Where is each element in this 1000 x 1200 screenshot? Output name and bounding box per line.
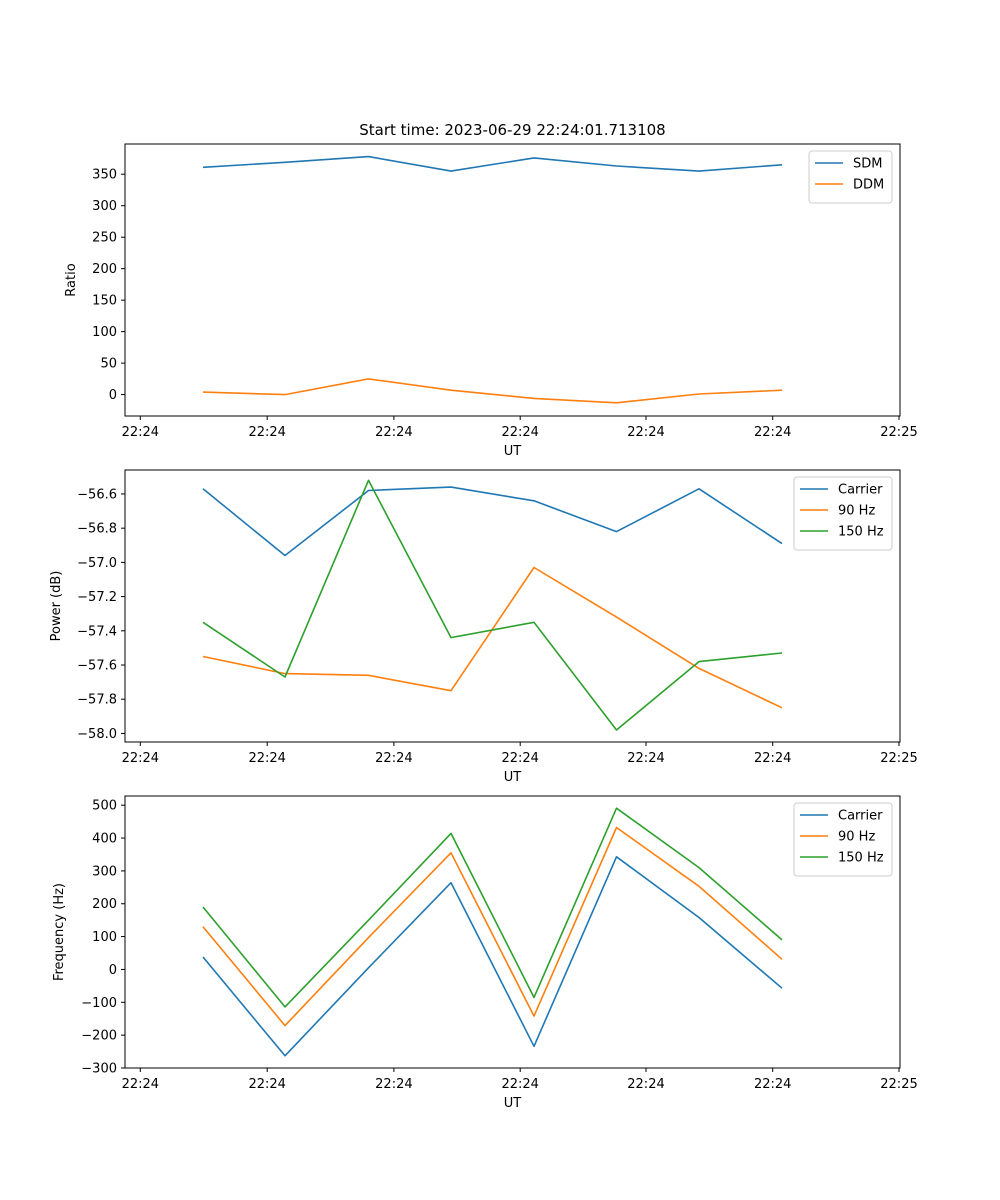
y-tick-label: −57.8 [77, 693, 117, 708]
y-axis-label: Frequency (Hz) [52, 883, 67, 981]
x-tick-label: 22:24 [501, 751, 538, 766]
y-tick-label: −300 [81, 1062, 117, 1077]
chart-title: Start time: 2023-06-29 22:24:01.713108 [359, 121, 665, 139]
y-tick-label: 100 [92, 325, 117, 340]
y-tick-label: −58.0 [77, 727, 117, 742]
legend: Carrier 90 Hz 150 Hz [793, 802, 893, 877]
series-line-150-hz [202, 479, 783, 731]
y-tick-label: −57.0 [77, 556, 117, 571]
x-tick-label: 22:24 [627, 1077, 664, 1092]
x-tick-label: 22:24 [248, 751, 285, 766]
legend-entry: 150 Hz [838, 525, 884, 540]
legend-entry: SDM [853, 157, 882, 172]
y-tick-label: −57.4 [77, 624, 117, 639]
x-tick-label: 22:25 [880, 425, 917, 440]
plot-frame [124, 795, 901, 1069]
y-tick-label: 0 [109, 963, 117, 978]
y-tick-label: −100 [81, 996, 117, 1011]
y-tick-label: 200 [92, 897, 117, 912]
legend-entry: 90 Hz [838, 504, 875, 519]
x-tick-label: 22:24 [248, 425, 285, 440]
y-axis-label: Power (dB) [49, 571, 64, 642]
y-tick-label: 250 [92, 231, 117, 246]
x-tick-label: 22:24 [122, 425, 159, 440]
x-axis-label: UT [504, 444, 522, 459]
series-line-ddm [202, 378, 783, 404]
y-tick-label: −57.2 [77, 590, 117, 605]
legend: SDM DDM [808, 150, 893, 204]
x-tick-label: 22:24 [122, 751, 159, 766]
series-line-150-hz [202, 807, 783, 1008]
x-tick-label: 22:24 [627, 425, 664, 440]
x-axis-label: UT [504, 1096, 522, 1111]
plot-frame [124, 143, 901, 417]
y-tick-label: −200 [81, 1029, 117, 1044]
y-tick-label: −56.6 [77, 487, 117, 502]
x-tick-label: 22:24 [754, 1077, 791, 1092]
x-tick-label: 22:24 [501, 1077, 538, 1092]
legend: Carrier 90 Hz 150 Hz [793, 476, 893, 551]
y-tick-label: −57.6 [77, 659, 117, 674]
x-tick-label: 22:25 [880, 751, 917, 766]
legend-box [808, 150, 893, 204]
chart-panel-3: 22:24 22:24 22:24 22:24 22:24 22:24 22:25 −300 −… [52, 795, 918, 1111]
y-tick-label: 50 [100, 357, 117, 372]
legend-entry: Carrier [838, 809, 883, 824]
x-tick-label: 22:24 [375, 425, 412, 440]
x-tick-label: 22:24 [754, 425, 791, 440]
x-axis-label: UT [504, 770, 522, 785]
series-line-90-hz [202, 566, 783, 709]
y-tick-label: −56.8 [77, 522, 117, 537]
x-tick-label: 22:24 [754, 751, 791, 766]
series-line-90-hz [202, 826, 783, 1027]
y-axis-label: Ratio [64, 263, 79, 296]
series-line-carrier [202, 486, 783, 557]
y-tick-label: 350 [92, 168, 117, 183]
y-tick-label: 200 [92, 262, 117, 277]
series-line-sdm [202, 155, 783, 172]
x-tick-label: 22:25 [880, 1077, 917, 1092]
x-tick-label: 22:24 [122, 1077, 159, 1092]
legend-entry: 90 Hz [838, 830, 875, 845]
chart-panel-1: Start time: 2023-06-29 22:24:01.713108 22… [64, 121, 918, 459]
x-tick-label: 22:24 [627, 751, 664, 766]
y-tick-label: 100 [92, 930, 117, 945]
y-tick-label: 300 [92, 864, 117, 879]
x-tick-label: 22:24 [375, 751, 412, 766]
y-tick-label: 0 [109, 388, 117, 403]
y-tick-label: 300 [92, 199, 117, 214]
chart-panel-2: 22:24 22:24 22:24 22:24 22:24 22:24 22:25 −58.0… [49, 469, 918, 785]
y-tick-label: 150 [92, 294, 117, 309]
y-tick-label: 400 [92, 832, 117, 847]
x-tick-label: 22:24 [501, 425, 538, 440]
x-tick-label: 22:24 [248, 1077, 285, 1092]
x-tick-label: 22:24 [375, 1077, 412, 1092]
y-tick-label: 500 [92, 799, 117, 814]
series-line-carrier [202, 855, 783, 1057]
legend-entry: DDM [853, 178, 884, 193]
legend-entry: Carrier [838, 483, 883, 498]
legend-entry: 150 Hz [838, 851, 884, 866]
plot-frame [124, 469, 901, 743]
